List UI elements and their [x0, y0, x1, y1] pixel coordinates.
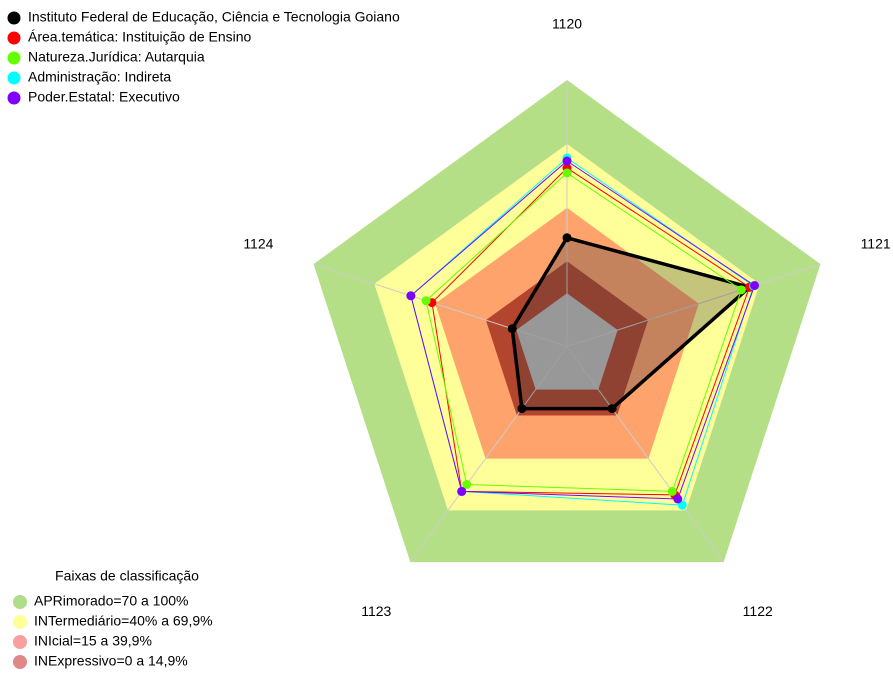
- series-point: [517, 404, 527, 414]
- series-point: [736, 285, 746, 295]
- axis-label: 1123: [361, 603, 391, 619]
- legend-label: Administração: Indireta: [28, 69, 171, 85]
- axis-label: 1124: [243, 236, 273, 252]
- legend-label: Instituto Federal de Educação, Ciência e…: [28, 9, 400, 25]
- legend-marker: [7, 71, 21, 85]
- band-legend-marker: [13, 655, 27, 669]
- bands-legend-title: Faixas de classificação: [55, 568, 199, 584]
- axis-label: 1120: [552, 16, 582, 32]
- series-point: [462, 479, 472, 489]
- band-legend-label: INExpressivo=0 a 14,9%: [34, 653, 188, 669]
- series-point: [562, 233, 572, 243]
- axis-label: 1122: [743, 603, 773, 619]
- series-point: [750, 281, 760, 291]
- series-point: [562, 168, 572, 178]
- legend-marker: [7, 11, 21, 25]
- legend-label: Poder.Estatal: Executivo: [28, 89, 180, 105]
- series-point: [673, 494, 683, 504]
- series-point: [406, 291, 416, 301]
- axis-label: 1121: [861, 236, 891, 252]
- series-point: [677, 500, 687, 510]
- series-point: [457, 486, 467, 496]
- legend-label: Área.temática: Instituição de Ensino: [28, 29, 252, 45]
- series-point: [507, 324, 517, 334]
- band-legend-marker: [13, 635, 27, 649]
- band-legend-marker: [13, 615, 27, 629]
- legend-marker: [7, 91, 21, 105]
- legend-marker: [7, 31, 21, 45]
- band-legend-label: INTermediário=40% a 69,9%: [34, 613, 213, 629]
- legend-label: Natureza.Jurídica: Autarquia: [28, 49, 205, 65]
- axis-line: [409, 346, 568, 563]
- band-legend-marker: [13, 595, 27, 609]
- band-legend-label: INIcial=15 a 39,9%: [34, 633, 152, 649]
- series-line: [425, 172, 742, 492]
- axis-line: [313, 263, 568, 347]
- band-legend-label: APRimorado=70 a 100%: [34, 593, 189, 609]
- axis-line: [566, 263, 821, 347]
- series-point: [667, 486, 677, 496]
- axis-line: [566, 346, 725, 563]
- series-line: [410, 160, 756, 500]
- series-line: [431, 167, 751, 496]
- series-point: [562, 156, 572, 166]
- series-point: [607, 404, 617, 414]
- legend-marker: [7, 51, 21, 65]
- series-line: [510, 235, 754, 411]
- series-point: [421, 296, 431, 306]
